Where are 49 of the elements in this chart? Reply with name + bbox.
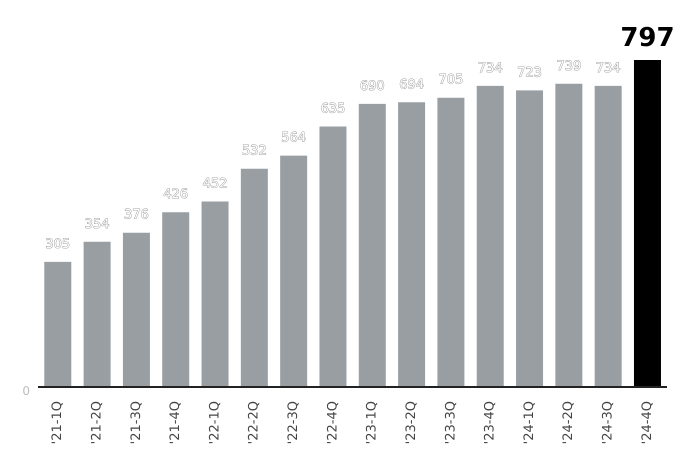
- data-label: 564: [281, 130, 306, 146]
- bar: [84, 242, 111, 387]
- bar: [319, 126, 346, 387]
- data-label: 734: [478, 60, 503, 76]
- bar: [594, 86, 622, 387]
- bar: [476, 86, 504, 387]
- x-tick-label: '24-2Q: [561, 401, 576, 444]
- data-label: 354: [84, 216, 110, 232]
- x-tick-label: '21-3Q: [128, 401, 144, 444]
- data-label: 723: [517, 65, 542, 80]
- bar: [280, 156, 308, 387]
- x-tick-label: '24-3Q: [600, 401, 616, 444]
- bar: [122, 232, 150, 387]
- data-label: 452: [202, 176, 228, 192]
- text: 0: [22, 384, 30, 398]
- data-label: 376: [124, 208, 149, 223]
- x-tick-label: '21-2Q: [89, 401, 104, 444]
- x-tick-label: '22-2Q: [246, 401, 262, 444]
- data-label: 532: [242, 144, 267, 159]
- x-tick-label: '23-1Q: [364, 401, 380, 444]
- data-label: 690: [360, 78, 385, 94]
- bar: [44, 262, 72, 387]
- x-tick-label: '22-4Q: [325, 401, 340, 444]
- data-label: 705: [438, 72, 464, 88]
- bar: [162, 212, 190, 387]
- data-label: 797: [620, 23, 675, 53]
- bar: [240, 168, 268, 387]
- data-label: 739: [556, 58, 582, 74]
- x-tick-label: '23-3Q: [443, 401, 458, 444]
- bar: [358, 104, 386, 387]
- bar: [202, 202, 229, 387]
- data-label: 734: [596, 60, 621, 76]
- bar: [555, 84, 582, 387]
- data-label: 694: [399, 77, 424, 92]
- bar: [398, 102, 426, 387]
- data-label: 426: [163, 187, 188, 202]
- x-tick-label: '22-1Q: [207, 401, 222, 444]
- x-tick-label: '24-1Q: [522, 401, 537, 444]
- data-label: 305: [45, 236, 70, 252]
- bar: [516, 90, 544, 387]
- x-tick-label: '23-4Q: [482, 401, 498, 444]
- x-tick-label: '23-2Q: [404, 401, 419, 444]
- bar: [634, 60, 661, 387]
- bar: [437, 98, 464, 387]
- data-label: 635: [320, 101, 346, 116]
- x-tick-label: '22-3Q: [286, 401, 302, 444]
- x-tick-label: '21-1Q: [50, 401, 66, 444]
- x-tick-label: '24-4Q: [640, 401, 655, 444]
- x-tick-label: '21-4Q: [168, 401, 184, 444]
